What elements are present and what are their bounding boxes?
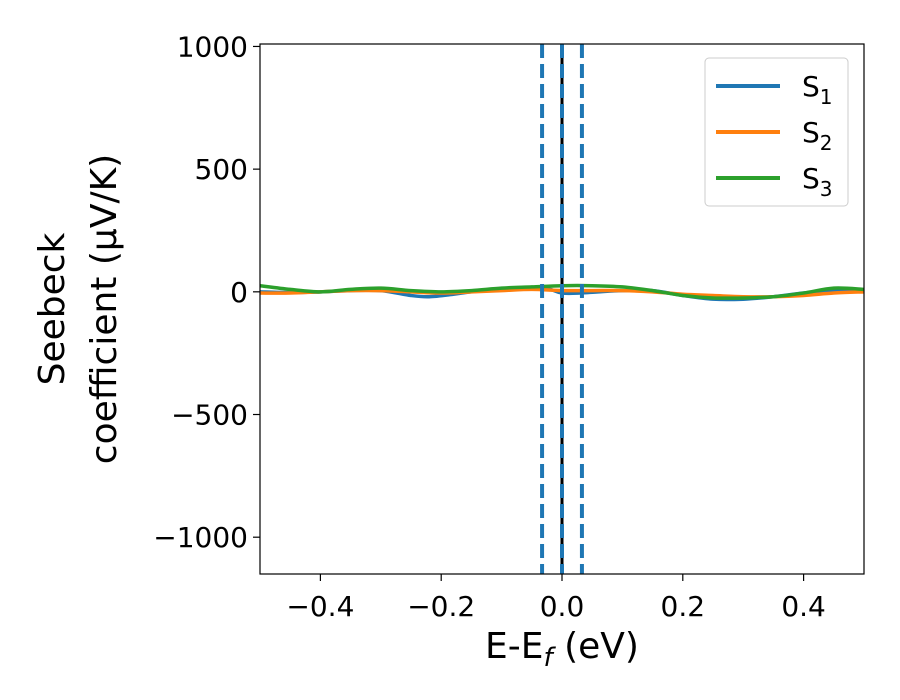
legend: S1 S2 S3	[704, 57, 849, 207]
x-tick-label: 0.4	[781, 590, 826, 623]
y-tick-label: 0	[230, 276, 248, 309]
legend-label-s3: S3	[802, 162, 833, 201]
x-axis-title: E-Ef (eV)	[485, 626, 639, 673]
y-tick-label: 500	[195, 153, 248, 186]
y-axis-title-line1: Seebeck	[32, 232, 73, 385]
plot-area	[260, 44, 864, 574]
legend-label-s1: S1	[802, 70, 833, 109]
y-axis-ticks: −1000 −500 0 500 1000	[153, 30, 260, 554]
x-tick-label: −0.2	[407, 590, 475, 623]
legend-label-s2: S2	[802, 116, 833, 155]
x-axis-ticks: −0.4 −0.2 0.0 0.2 0.4	[286, 574, 826, 623]
plot-content	[260, 44, 864, 574]
plot-frame	[259, 43, 865, 575]
x-tick-label: 0.2	[661, 590, 706, 623]
y-tick-label: −1000	[153, 521, 248, 554]
y-tick-label: −500	[171, 399, 248, 432]
y-axis-title: Seebeck coefficient (μV/K)	[32, 154, 125, 464]
y-axis-title-line2: coefficient (μV/K)	[84, 154, 125, 464]
x-tick-label: −0.4	[286, 590, 354, 623]
x-tick-label: 0.0	[540, 590, 585, 623]
y-tick-label: 1000	[177, 30, 248, 63]
